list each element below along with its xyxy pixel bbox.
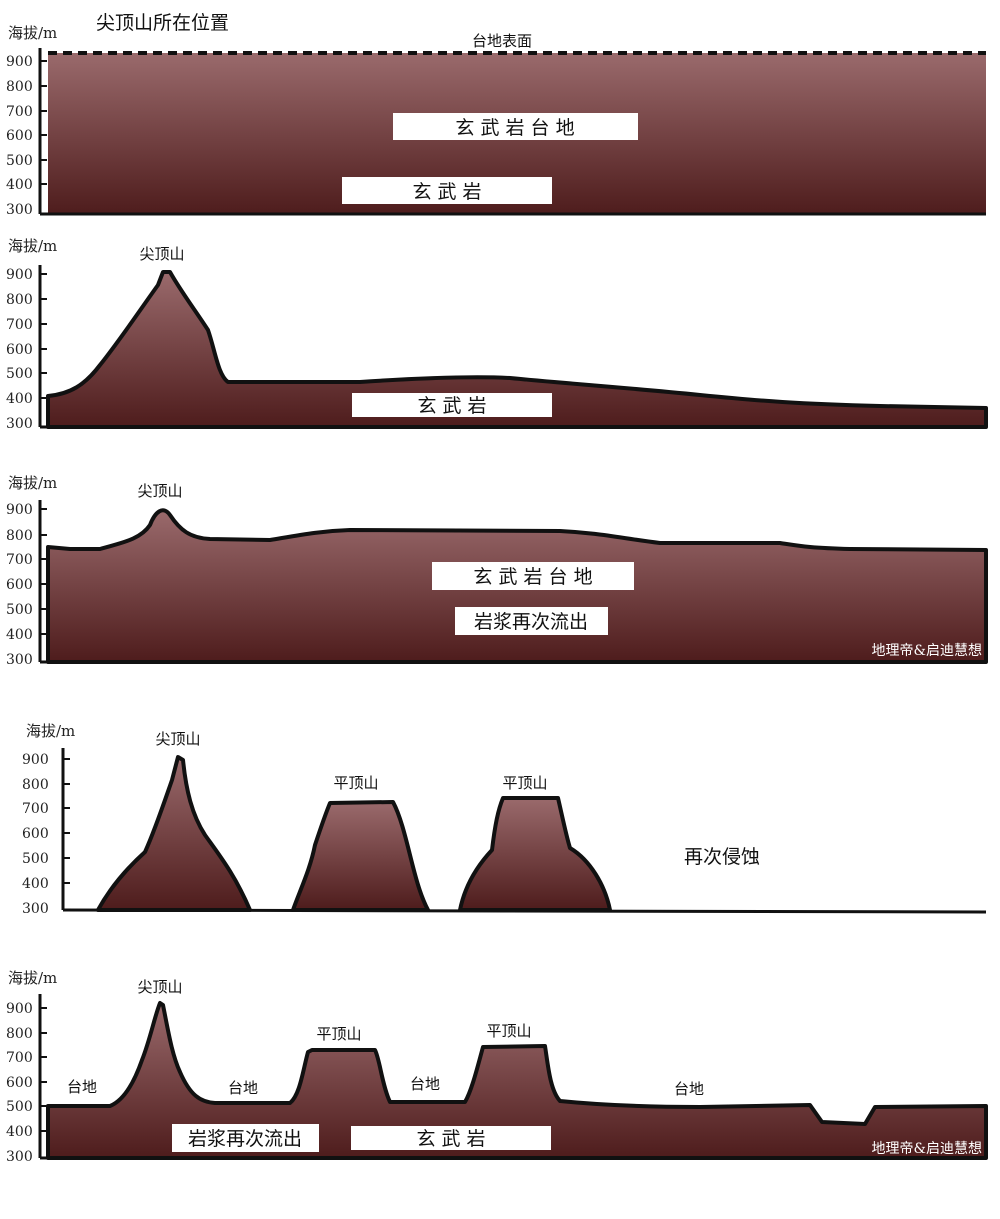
y-ticks: 900 800 700 600 500 400 300 — [6, 267, 47, 432]
tick-label: 700 — [22, 801, 49, 817]
mesa-1 — [291, 800, 430, 912]
magma-outflow-label: 岩浆再次流出 — [474, 611, 588, 633]
surface-label: 台地表面 — [472, 32, 532, 50]
tick-label: 600 — [22, 826, 49, 842]
panel-1: 海拔/m 900 800 700 600 500 400 300 台地表面 玄 … — [6, 24, 986, 218]
tick-label: 800 — [6, 79, 33, 95]
tick-label: 800 — [6, 292, 33, 308]
label-box — [172, 1124, 319, 1152]
tick-label: 900 — [22, 752, 49, 768]
label-box — [393, 113, 638, 140]
tick-label: 600 — [6, 128, 33, 144]
spire-peak-label: 尖顶山 — [137, 482, 182, 500]
mesa-label: 平顶山 — [502, 774, 547, 792]
panel-2: 海拔/m 900 800 700 600 500 400 300 尖顶山 玄 武… — [6, 237, 988, 432]
tick-label: 700 — [6, 552, 33, 568]
tick-label: 300 — [6, 416, 33, 432]
y-ticks: 900 800 700 600 500 400 300 — [22, 752, 70, 917]
final-terrain-with-spire-and-mesas — [46, 1001, 988, 1160]
y-axis-label: 海拔/m — [8, 24, 57, 42]
tick-label: 700 — [6, 104, 33, 120]
y-axis-label: 海拔/m — [8, 237, 57, 255]
panel-5: 海拔/m 900 800 700 600 500 400 300 尖顶山 平顶山… — [6, 969, 988, 1165]
tick-label: 500 — [6, 602, 33, 618]
y-ticks: 900 800 700 600 500 400 300 — [6, 54, 47, 218]
tick-label: 900 — [6, 502, 33, 518]
diagram-title: 尖顶山所在位置 — [96, 12, 229, 34]
tick-label: 500 — [6, 366, 33, 382]
watermark: 地理帝&启迪慧想 — [872, 1141, 982, 1157]
spire-peak-label: 尖顶山 — [139, 245, 184, 263]
y-ticks: 900 800 700 600 500 400 300 — [6, 502, 47, 668]
y-axis-label: 海拔/m — [8, 474, 57, 492]
tick-label: 600 — [6, 342, 33, 358]
tick-label: 300 — [22, 901, 49, 917]
tableland-label: 台地 — [228, 1079, 258, 1097]
spire-and-basalt-terrain — [46, 270, 988, 429]
tick-marks — [40, 60, 47, 185]
tick-label: 400 — [6, 1124, 33, 1140]
tick-label: 900 — [6, 1001, 33, 1017]
tick-label: 800 — [22, 777, 49, 793]
tick-label: 900 — [6, 267, 33, 283]
erosion-note: 再次侵蚀 — [684, 846, 760, 868]
tableland-label: 台地 — [67, 1078, 97, 1096]
tableland-label: 台地 — [410, 1075, 440, 1093]
tick-label: 800 — [6, 528, 33, 544]
tick-label: 300 — [6, 202, 33, 218]
tick-label: 400 — [6, 627, 33, 643]
spire-peak-label: 尖顶山 — [155, 730, 200, 748]
tick-label: 400 — [22, 876, 49, 892]
tick-marks — [40, 1007, 47, 1132]
basalt-label: 玄 武 岩 — [416, 1128, 485, 1150]
tick-label: 800 — [6, 1026, 33, 1042]
mesa-2 — [458, 796, 612, 912]
tick-marks — [40, 508, 47, 635]
label-box — [342, 177, 552, 204]
spire-isolated — [96, 755, 252, 912]
y-axis-label: 海拔/m — [26, 722, 75, 740]
plateau-label: 玄 武 岩 台 地 — [455, 117, 574, 139]
magma-outflow-label: 岩浆再次流出 — [188, 1128, 302, 1150]
tick-label: 600 — [6, 1075, 33, 1091]
y-ticks: 900 800 700 600 500 400 300 — [6, 1001, 47, 1165]
label-box — [351, 1126, 551, 1150]
tick-label: 500 — [6, 153, 33, 169]
watermark: 地理帝&启迪慧想 — [872, 643, 982, 659]
basalt-label: 玄 武 岩 — [417, 395, 486, 417]
tick-label: 900 — [6, 54, 33, 70]
tick-label: 300 — [6, 652, 33, 668]
basalt-label: 玄 武 岩 — [412, 181, 481, 203]
tick-label: 700 — [6, 1050, 33, 1066]
label-box — [455, 607, 608, 635]
tick-label: 500 — [22, 851, 49, 867]
tick-label: 600 — [6, 577, 33, 593]
tick-marks — [63, 758, 70, 884]
mesa-label: 平顶山 — [486, 1022, 531, 1040]
plateau-label: 玄 武 岩 台 地 — [473, 566, 592, 588]
tick-label: 300 — [6, 1149, 33, 1165]
tick-label: 400 — [6, 177, 33, 193]
tick-label: 400 — [6, 391, 33, 407]
panel-4: 海拔/m 900 800 700 600 500 400 300 尖顶山 平顶山… — [22, 722, 987, 917]
tick-label: 700 — [6, 317, 33, 333]
spire-peak-label: 尖顶山 — [137, 978, 182, 996]
mesa-label: 平顶山 — [333, 774, 378, 792]
y-axis-label: 海拔/m — [8, 969, 57, 987]
label-box — [432, 562, 634, 590]
tick-label: 500 — [6, 1099, 33, 1115]
tick-marks — [40, 273, 47, 399]
panel-3: 海拔/m 900 800 700 600 500 400 300 尖顶山 玄 武… — [6, 474, 988, 668]
mesa-label: 平顶山 — [316, 1025, 361, 1043]
label-box — [352, 393, 552, 417]
tableland-label: 台地 — [674, 1080, 704, 1098]
